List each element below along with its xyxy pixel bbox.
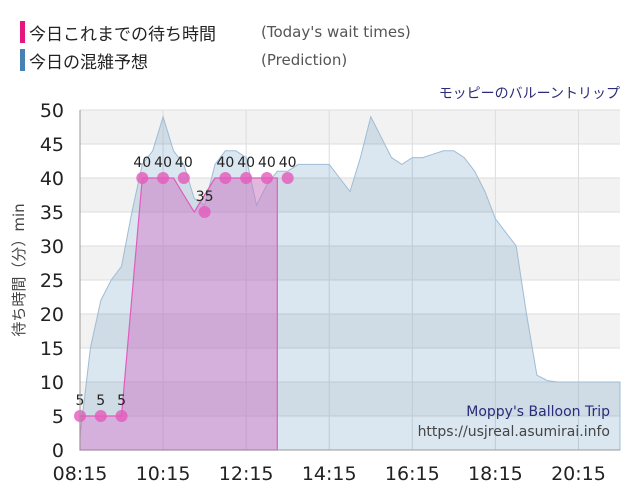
y-tick-label: 5 (52, 406, 64, 428)
data-label: 40 (237, 155, 255, 171)
legend-item-prediction: 今日の混雑予想 (Prediction) (20, 48, 348, 73)
x-tick-label: 14:15 (302, 463, 357, 485)
data-point (157, 172, 170, 184)
data-label: 40 (279, 155, 297, 171)
data-point (136, 172, 149, 184)
data-point (115, 410, 128, 422)
y-tick-label: 30 (40, 236, 64, 258)
watermark-name: Moppy's Balloon Trip (466, 404, 610, 420)
y-tick-label: 10 (40, 372, 64, 394)
grid-band (80, 280, 620, 314)
x-tick-label: 16:15 (385, 463, 440, 485)
x-tick-label: 08:15 (53, 463, 108, 485)
y-axis-label: 待ち時間（分）min (10, 203, 28, 336)
data-label: 35 (196, 189, 214, 205)
data-label: 40 (175, 155, 193, 171)
data-point (198, 206, 211, 218)
data-label: 5 (96, 393, 105, 409)
y-tick-label: 35 (40, 202, 64, 224)
data-point (219, 172, 232, 184)
data-point (240, 172, 253, 184)
grid-band (80, 348, 620, 382)
watermark-url: https://usjreal.asumirai.info (418, 424, 610, 440)
x-tick-label: 18:15 (468, 463, 523, 485)
legend-label-actual: 今日これまでの待ち時間 (29, 24, 216, 45)
y-tick-label: 20 (40, 304, 64, 326)
y-tick-label: 15 (40, 338, 64, 360)
grid-band (80, 144, 620, 178)
y-tick-label: 0 (52, 440, 64, 462)
y-tick-label: 45 (40, 134, 64, 156)
y-tick-label: 40 (40, 168, 64, 190)
grid-band (80, 178, 620, 212)
y-tick-label: 50 (40, 100, 64, 122)
grid-band (80, 212, 620, 246)
prediction-area (79, 115, 621, 451)
grid-band (80, 246, 620, 280)
grid-band (80, 382, 620, 416)
data-label: 40 (216, 155, 234, 171)
data-point (260, 172, 273, 184)
grid-band (80, 314, 620, 348)
x-tick-label: 10:15 (136, 463, 191, 485)
legend-label-prediction: 今日の混雑予想 (29, 52, 148, 73)
actual-wait-area (79, 177, 278, 451)
data-point (281, 172, 294, 184)
x-tick-label: 12:15 (219, 463, 274, 485)
legend-item-actual: 今日これまでの待ち時間 (Today's wait times) (20, 20, 411, 45)
data-label: 40 (258, 155, 276, 171)
grid-band (80, 416, 620, 450)
legend-swatch-actual (20, 21, 25, 43)
data-label: 40 (154, 155, 172, 171)
x-tick-label: 20:15 (551, 463, 606, 485)
legend-sub-actual: (Today's wait times) (261, 23, 411, 41)
chart-title: モッピーのバルーントリップ (439, 86, 620, 102)
legend-sub-prediction: (Prediction) (261, 51, 348, 69)
data-point (177, 172, 190, 184)
legend-swatch-prediction (20, 49, 25, 71)
data-point (94, 410, 107, 422)
data-label: 40 (133, 155, 151, 171)
y-tick-label: 25 (40, 270, 64, 292)
data-label: 5 (117, 393, 126, 409)
